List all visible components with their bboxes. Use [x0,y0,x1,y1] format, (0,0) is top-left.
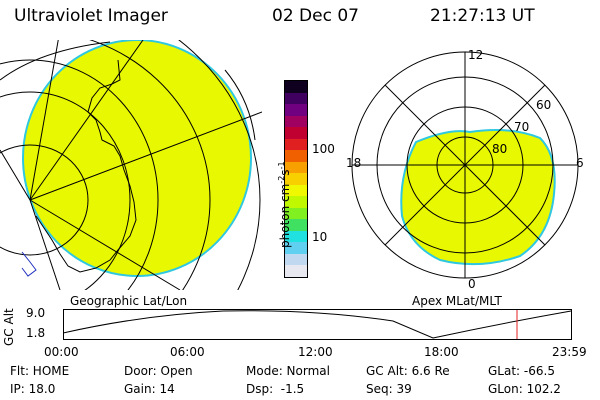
info-dsp: Dsp: -1.5 [246,382,305,396]
info-mode: Mode: Normal [246,364,330,378]
mlt-label-6: 6 [576,156,584,170]
auroral-image-disk [22,40,252,277]
info-glat: GLat: -66.5 [488,364,555,378]
colorbar-segment [285,230,307,243]
auroral-oval [400,129,556,266]
colorbar-segment [285,115,307,128]
colorbar-segment [285,138,307,151]
altitude-xtick-1800: 18:00 [424,345,459,359]
colorbar-segment [285,184,307,197]
polar-panel-label: Apex MLat/MLT [412,294,502,308]
geo-panel-label: Geographic Lat/Lon [70,294,188,308]
colorbar-tick-100: 100 [312,142,335,156]
altitude-xtick-0600: 06:00 [170,345,205,359]
info-door: Door: Open [124,364,193,378]
geographic-map [0,40,262,290]
altitude-curve [63,310,572,339]
coastline [35,59,137,273]
mlat-label-80: 80 [492,142,508,156]
colorbar-segment [285,161,307,174]
info-gain: Gain: 14 [124,382,175,396]
date-label: 02 Dec 07 [272,6,359,26]
colorbar-unit-label: photon cm-2s-1 [277,161,292,248]
mlat-label-60: 60 [536,98,552,112]
altitude-ytick-min: 1.8 [26,326,46,340]
colorbar-unit-mid: s [278,169,292,176]
info-glon: GLon: 102.2 [488,382,561,396]
info-seq: Seq: 39 [366,382,412,396]
colorbar-unit-text: photon cm [278,183,292,248]
instrument-title: Ultraviolet Imager [14,6,168,26]
info-gc-alt: GC Alt: 6.6 Re [366,364,450,378]
colorbar-segment [285,265,307,277]
altitude-ylabel: GC Alt [2,308,16,346]
altitude-strip-plot [63,309,572,340]
colorbar-unit-exp2: -1 [277,161,286,170]
altitude-xtick-1200: 12:00 [298,345,333,359]
altitude-xtick-2359: 23:59 [552,345,587,359]
polar-mlat-mlt-plot [351,51,579,279]
colorbar-segment [285,150,307,162]
colorbar-unit-exp1: -2 [277,175,286,184]
colorbar-segment [285,81,307,93]
colorbar-segment [285,104,307,116]
colorbar-segment [285,207,307,220]
colorbar-segment [285,219,307,231]
altitude-ytick-max: 9.0 [26,306,46,320]
colorbar-segment [285,242,307,254]
mlat-label-70: 70 [514,120,530,134]
altitude-xtick-0000: 00:00 [44,345,79,359]
colorbar-segment [285,127,307,139]
colorbar [284,80,308,278]
colorbar-segment [285,173,307,185]
info-ip: IP: 18.0 [10,382,56,396]
mlt-label-12: 12 [468,48,484,62]
colorbar-segment [285,196,307,208]
info-flight: Flt: HOME [10,364,70,378]
mlt-label-18: 18 [346,156,362,170]
colorbar-tick-10: 10 [312,230,328,244]
mlt-label-0: 0 [468,277,476,291]
time-label: 21:27:13 UT [430,6,535,26]
colorbar-segment [285,92,307,105]
colorbar-segment [285,253,307,266]
